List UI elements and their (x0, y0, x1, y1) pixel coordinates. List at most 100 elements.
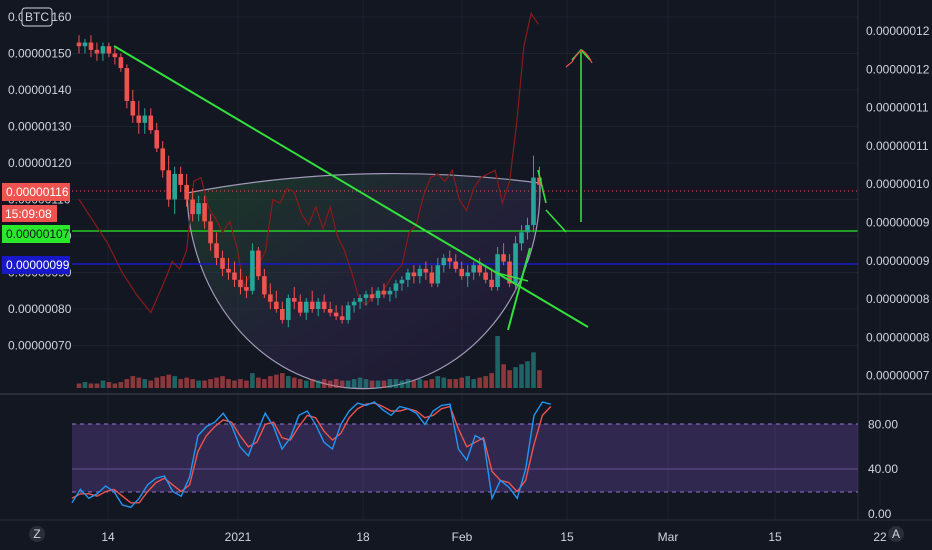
volume-bar (387, 379, 393, 388)
last-price-tag-text: 0.00000116 (6, 185, 69, 199)
candle-body (537, 177, 542, 185)
left-axis-tick-label: 0.00000080 (8, 302, 72, 316)
candle-body (387, 290, 393, 295)
candle-body (525, 225, 530, 233)
volume-bar (291, 377, 297, 388)
volume-bar (262, 379, 267, 388)
candle-body (94, 49, 100, 54)
right-axis-tick-label: 0.00000008 (866, 330, 930, 344)
symbol-label-box[interactable] (21, 7, 53, 27)
right-axis-tick-label: 0.00000012 (866, 62, 930, 76)
volume-bar (531, 352, 536, 388)
volume-bar (453, 379, 459, 388)
candle-body (519, 232, 524, 244)
volume-bar (501, 364, 506, 388)
candle-body (124, 68, 130, 101)
countdown-tag[interactable] (2, 205, 57, 222)
candle-body (315, 301, 321, 309)
right-axis-tick-label: 0.00000007 (866, 369, 930, 383)
timezone-icon-label: Z (33, 527, 40, 541)
volume-bar (214, 377, 219, 388)
candle-body (303, 301, 309, 313)
volume-bar (297, 379, 303, 388)
candle-body (148, 115, 154, 131)
volume-bar (178, 379, 183, 388)
volume-bar (100, 380, 106, 388)
volume-bar (507, 370, 512, 388)
candle-body (166, 170, 171, 200)
candle-body (184, 184, 189, 200)
candle-body (501, 254, 506, 262)
volume-bar (357, 377, 363, 388)
volume-bar (459, 377, 465, 388)
candle-body (190, 199, 195, 215)
candle-body (297, 301, 303, 313)
time-axis-tick-label: Mar (658, 530, 679, 544)
volume-bar (477, 377, 482, 388)
candle-body (88, 42, 94, 50)
time-axis-tick-label: Feb (452, 530, 473, 544)
volume-bar (513, 367, 518, 388)
last-price-tag[interactable] (2, 183, 70, 201)
candle-body (100, 46, 106, 54)
breakout-line[interactable] (507, 247, 531, 331)
volume-bar (280, 373, 285, 388)
flag-line-lower[interactable] (545, 209, 567, 233)
candlesticks (76, 35, 542, 328)
time-axis-tick-label: 14 (101, 530, 115, 544)
right-axis-tick-label: 0.00000011 (866, 139, 929, 153)
volume-bar (136, 377, 142, 388)
volume-bar (441, 377, 447, 388)
volume-bar (447, 379, 453, 388)
volume-bar (411, 380, 417, 388)
volume-bar (489, 373, 494, 388)
candle-body (411, 272, 417, 277)
candle-body (214, 243, 219, 258)
volume-bar (106, 382, 112, 388)
projection-curve (565, 49, 593, 68)
time-axis-tick-label: 15 (560, 530, 574, 544)
candle-body (172, 173, 177, 200)
cup-pattern (186, 172, 541, 390)
volume-bar (429, 379, 435, 388)
blue-level-tag[interactable] (2, 256, 70, 274)
volume-bar (423, 380, 429, 388)
candle-body (232, 272, 237, 280)
flag-line-upper[interactable] (537, 169, 547, 204)
rsi-axis[interactable]: 80.00 40.00 0.00 (868, 417, 898, 521)
candle-body (160, 148, 166, 171)
candle-body (435, 265, 441, 284)
left-axis-tick-label: 0.00000070 (8, 339, 72, 353)
candle-body (250, 250, 255, 291)
candle-body (309, 301, 315, 309)
candle-body (369, 294, 375, 299)
volume-bar (417, 379, 423, 388)
candle-body (280, 309, 285, 320)
right-price-axis[interactable]: 0.00000012 0.00000012 0.00000011 0.00000011… (866, 24, 930, 383)
volume-bar (519, 364, 524, 388)
volume-bar (303, 380, 309, 388)
rsi-line (71, 401, 551, 509)
green-level-tag[interactable] (2, 225, 70, 243)
candle-body (429, 272, 435, 284)
candle-body (76, 42, 82, 47)
candle-body (106, 46, 112, 54)
time-axis-tick-label: 18 (356, 530, 370, 544)
descending-trendline[interactable] (113, 45, 589, 328)
retest-line[interactable] (496, 272, 529, 282)
volume-bar (88, 383, 94, 388)
volume-bar (202, 380, 207, 388)
time-axis[interactable]: 14 2021 18 Feb 15 Mar 15 22 (101, 530, 887, 544)
volume-bar (112, 383, 118, 388)
volume-bar (393, 379, 399, 388)
volume-bar (351, 379, 357, 388)
green-level-tag-text: 0.00000107 (6, 227, 70, 241)
volume-bar (94, 383, 100, 388)
rsi-axis-tick-label: 0.00 (868, 507, 892, 521)
volume-bar (405, 379, 411, 388)
candle-body (417, 268, 423, 277)
candle-body (208, 221, 213, 244)
volume-bar (471, 379, 476, 388)
auto-scale-icon[interactable] (888, 526, 904, 542)
timezone-icon[interactable] (29, 526, 45, 542)
